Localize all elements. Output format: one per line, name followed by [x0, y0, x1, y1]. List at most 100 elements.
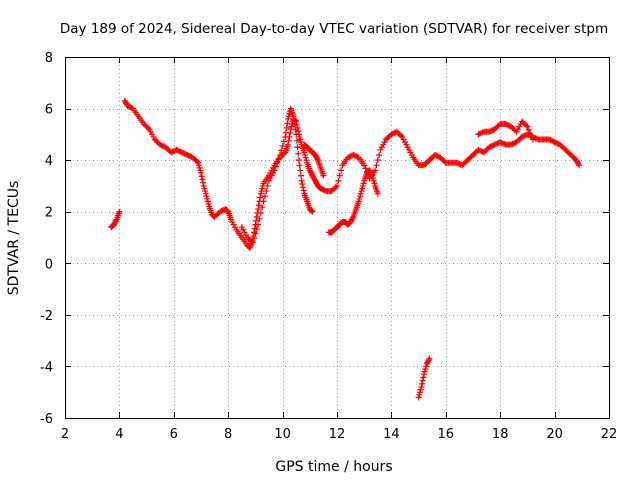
data-point	[434, 153, 441, 160]
data-point	[276, 151, 283, 158]
data-point	[253, 226, 260, 233]
data-point	[272, 163, 279, 170]
data-point	[284, 120, 291, 127]
data-point	[336, 172, 343, 179]
data-point	[551, 139, 558, 146]
x-tick-label: 8	[224, 427, 232, 442]
data-point	[344, 154, 351, 161]
y-tick-label: 8	[45, 51, 53, 66]
data-point	[185, 152, 192, 159]
data-point	[441, 158, 448, 165]
data-point	[246, 244, 253, 251]
data-point	[294, 144, 301, 151]
data-point	[532, 135, 539, 142]
data-point	[476, 147, 483, 154]
data-point	[419, 380, 425, 387]
data-point	[347, 153, 354, 160]
data-point	[300, 187, 307, 194]
data-point	[332, 184, 339, 191]
data-point	[512, 127, 519, 134]
plot-frame	[65, 57, 610, 419]
data-point	[116, 208, 123, 215]
y-tick-label: -4	[40, 360, 53, 375]
data-point	[520, 133, 527, 140]
data-point	[475, 131, 482, 138]
data-point	[264, 182, 271, 189]
data-point	[184, 151, 191, 158]
data-point	[527, 130, 534, 137]
data-point	[248, 238, 255, 245]
data-point	[524, 131, 531, 138]
data-point	[255, 221, 262, 228]
data-point	[187, 153, 194, 160]
x-tick-label: 20	[546, 427, 563, 442]
chart-title: Day 189 of 2024, Sidereal Day-to-day VTE…	[60, 21, 608, 37]
data-point	[253, 217, 260, 224]
data-point	[170, 148, 177, 155]
data-point	[282, 133, 289, 140]
data-point	[299, 180, 306, 187]
data-point	[491, 141, 498, 148]
data-point	[524, 123, 531, 130]
data-point	[157, 141, 164, 148]
data-point	[295, 150, 302, 157]
data-point	[159, 142, 166, 149]
data-point	[499, 140, 506, 147]
x-tick-label: 14	[383, 427, 400, 442]
data-point	[490, 142, 497, 149]
data-point	[523, 122, 530, 129]
data-point	[419, 377, 426, 384]
data-point	[497, 139, 504, 146]
data-point	[335, 177, 342, 184]
data-point	[291, 117, 298, 124]
data-point	[418, 384, 425, 391]
data-point	[392, 129, 399, 136]
data-point	[178, 149, 185, 156]
data-point	[374, 157, 381, 164]
data-point	[372, 167, 379, 174]
data-point	[291, 117, 298, 124]
data-point	[113, 217, 119, 224]
data-point	[198, 173, 205, 180]
data-point	[528, 133, 535, 140]
data-point	[280, 150, 287, 157]
data-point	[320, 186, 327, 193]
data-point	[529, 136, 536, 143]
data-point	[297, 167, 304, 174]
data-point	[346, 153, 353, 160]
data-point	[257, 194, 264, 201]
y-tick-label: 6	[45, 103, 53, 118]
data-point	[489, 127, 496, 134]
data-point	[274, 159, 281, 166]
data-point	[487, 143, 494, 150]
data-point	[489, 142, 496, 149]
data-point	[486, 128, 493, 135]
data-point	[420, 374, 427, 381]
data-point	[361, 162, 368, 169]
data-point	[505, 122, 512, 129]
data-point	[280, 138, 287, 145]
data-point	[533, 135, 540, 142]
data-point	[300, 184, 306, 191]
data-point	[261, 193, 268, 200]
data-point	[257, 210, 264, 217]
data-point	[552, 139, 559, 146]
data-point	[487, 128, 494, 135]
x-axis-label: GPS time / hours	[275, 459, 392, 475]
data-point	[479, 148, 486, 155]
data-point	[278, 147, 285, 154]
y-tick-label: 0	[45, 257, 53, 272]
data-point	[251, 229, 258, 236]
data-point	[285, 137, 292, 144]
data-point	[200, 179, 207, 186]
data-series-stpm	[108, 97, 583, 401]
data-point	[548, 137, 555, 144]
data-point	[431, 151, 438, 158]
data-point	[256, 215, 263, 222]
x-tick-label: 22	[601, 427, 618, 442]
data-point	[169, 148, 176, 155]
data-point	[275, 155, 282, 162]
data-point	[198, 170, 204, 177]
x-tick-label: 18	[492, 427, 509, 442]
data-point	[453, 159, 460, 166]
